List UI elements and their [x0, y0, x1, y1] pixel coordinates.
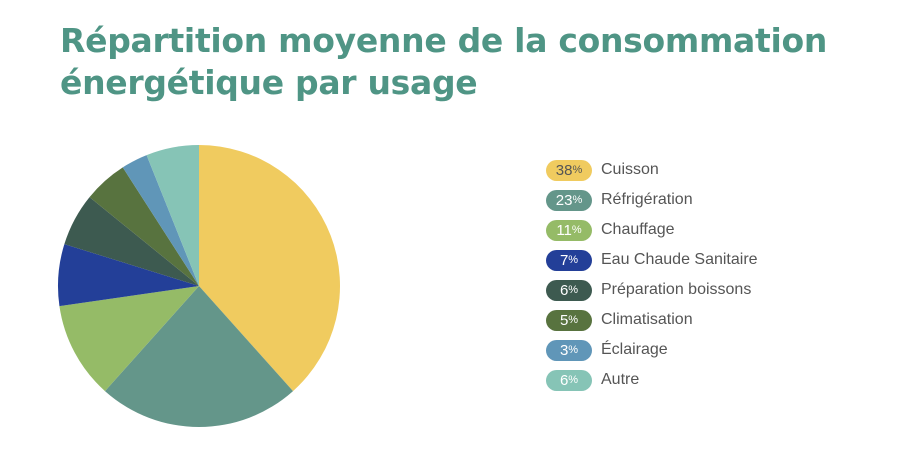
- legend-label: Chauffage: [601, 221, 675, 238]
- legend-item: 3% Éclairage: [546, 335, 758, 365]
- legend-item: 6% Autre: [546, 365, 758, 395]
- pie-slice-4: [64, 197, 199, 286]
- legend-unit: %: [572, 164, 583, 176]
- legend-value: 7: [559, 251, 569, 269]
- legend-value: 6: [559, 281, 569, 299]
- legend-item: 11% Chauffage: [546, 215, 758, 245]
- legend-label: Autre: [601, 371, 640, 388]
- chart-title: Répartition moyenne de la consommation é…: [60, 21, 828, 102]
- legend-value: 11: [556, 221, 572, 239]
- legend-unit: %: [571, 224, 582, 236]
- legend-item: 6% Préparation boissons: [546, 275, 758, 305]
- pie-slice-3: [58, 244, 200, 307]
- legend-unit: %: [568, 284, 579, 296]
- legend-value-badge: 6%: [546, 369, 592, 391]
- legend-item: 5% Climatisation: [546, 305, 758, 335]
- legend-value-badge: 23%: [546, 189, 592, 211]
- legend-value-badge: 6%: [546, 279, 592, 301]
- legend-value: 5: [559, 311, 569, 329]
- legend-value-badge: 5%: [546, 309, 592, 331]
- legend-unit: %: [568, 314, 579, 326]
- legend-value-badge: 3%: [546, 339, 592, 361]
- pie-slice-6: [122, 155, 199, 286]
- pie-slice-7: [146, 145, 199, 286]
- legend-value: 38: [555, 161, 573, 179]
- legend: 38% Cuisson 23% Réfrigération 11% Chauffage 7%…: [546, 155, 758, 395]
- pie-slice-1: [104, 286, 294, 427]
- legend-value: 3: [559, 341, 569, 359]
- legend-value-badge: 7%: [546, 249, 592, 271]
- legend-label: Éclairage: [601, 341, 668, 358]
- legend-unit: %: [568, 374, 579, 386]
- legend-value: 6: [559, 371, 569, 389]
- legend-item: 23% Réfrigération: [546, 185, 758, 215]
- legend-label: Climatisation: [601, 311, 693, 328]
- pie-slice-2: [59, 286, 199, 392]
- pie-slice-5: [89, 167, 199, 286]
- legend-unit: %: [568, 254, 579, 266]
- legend-label: Eau Chaude Sanitaire: [601, 251, 758, 268]
- legend-value-badge: 11%: [546, 219, 592, 241]
- legend-item: 38% Cuisson: [546, 155, 758, 185]
- legend-value: 23: [555, 191, 573, 209]
- pie-slice-0: [199, 145, 340, 392]
- legend-label: Préparation boissons: [601, 281, 752, 298]
- legend-unit: %: [568, 344, 579, 356]
- legend-label: Réfrigération: [601, 191, 693, 208]
- legend-unit: %: [572, 194, 583, 206]
- legend-item: 7% Eau Chaude Sanitaire: [546, 245, 758, 275]
- legend-label: Cuisson: [601, 161, 659, 178]
- legend-value-badge: 38%: [546, 159, 592, 181]
